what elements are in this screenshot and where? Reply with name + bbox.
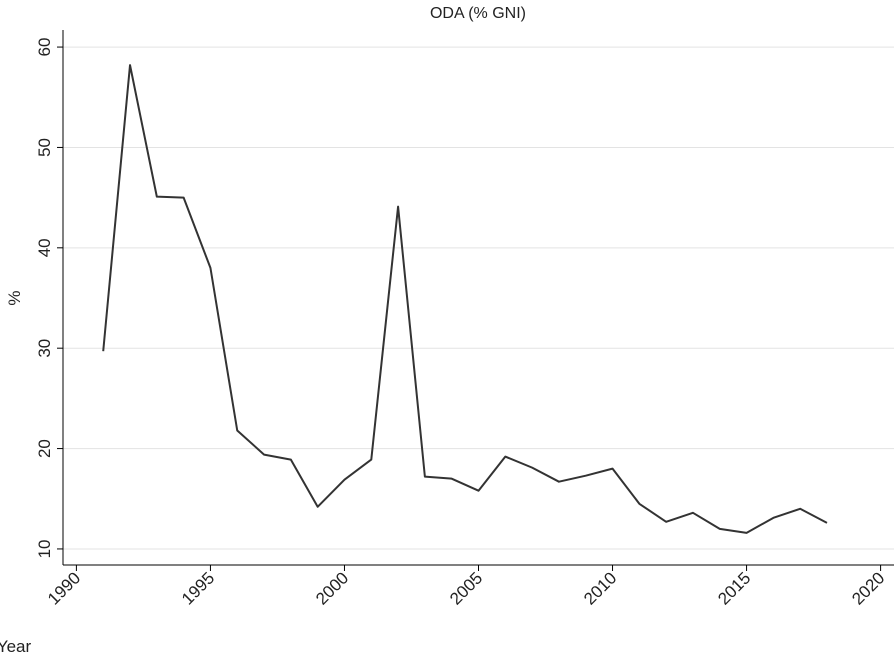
- y-axis-label: %: [5, 290, 24, 305]
- x-tick-label: 2005: [446, 568, 486, 608]
- x-tick-label: 2015: [714, 568, 754, 608]
- y-tick-label: 60: [35, 38, 54, 57]
- x-tick-label: 2020: [848, 568, 888, 608]
- y-tick-label: 10: [35, 539, 54, 558]
- chart-title: ODA (% GNI): [430, 5, 526, 22]
- x-tick-label: 1995: [178, 568, 218, 608]
- x-tick-label: 2000: [312, 568, 352, 608]
- x-tick-label: 1990: [44, 568, 84, 608]
- x-tick-label: 2010: [580, 568, 620, 608]
- data-line: [102, 64, 828, 534]
- y-tick-label: 30: [35, 339, 54, 358]
- y-tick-label: 40: [35, 238, 54, 257]
- y-tick-label: 20: [35, 439, 54, 458]
- y-tick-label: 50: [35, 138, 54, 157]
- x-axis-label: Year: [0, 637, 32, 656]
